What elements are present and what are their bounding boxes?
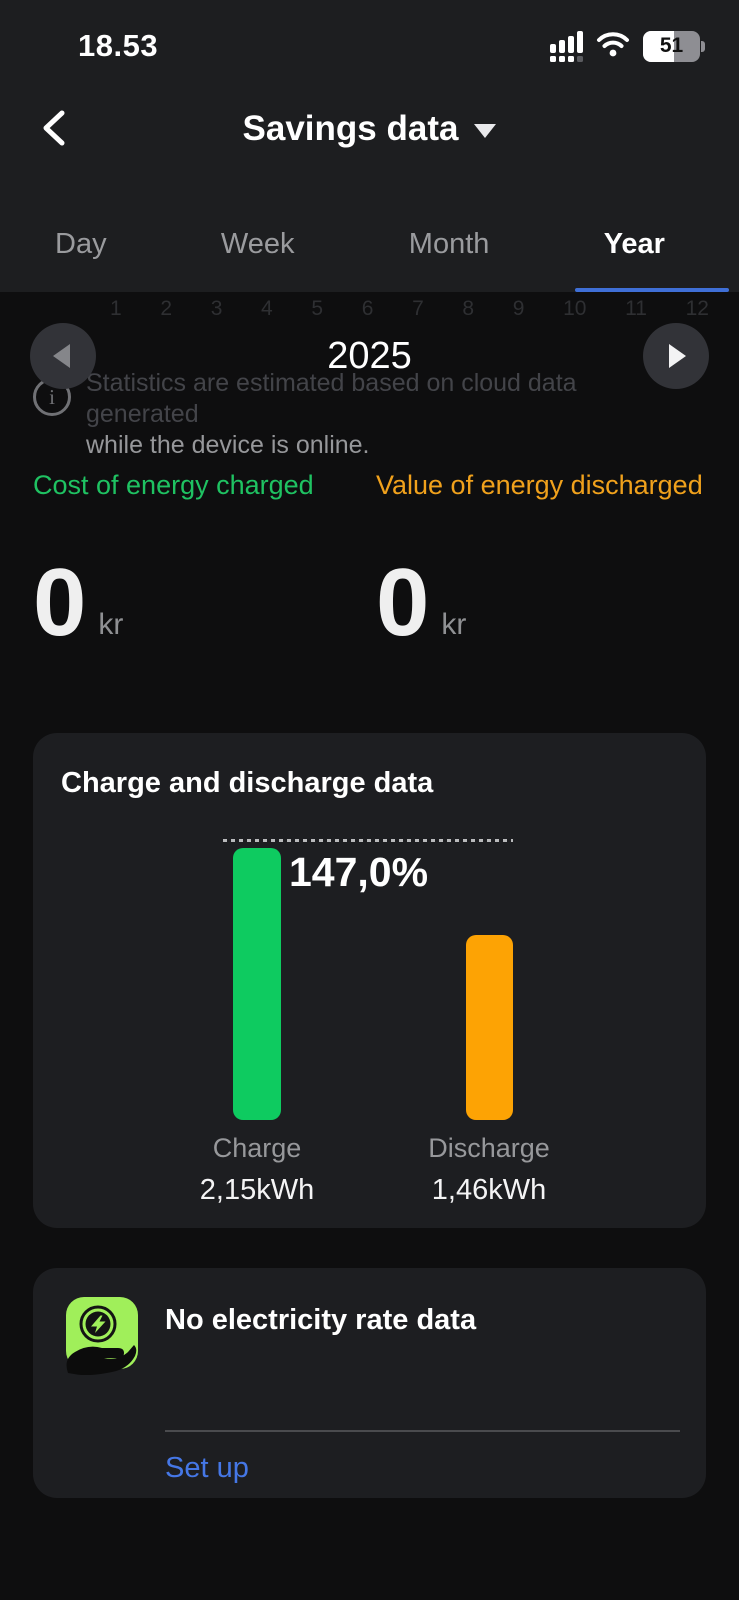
set-up-link[interactable]: Set up (165, 1452, 249, 1484)
stats-section: Cost of energy charged 0 kr Value of ene… (33, 468, 719, 656)
divider (165, 1430, 680, 1432)
year-label[interactable]: 2025 (327, 334, 412, 377)
header: Savings data (0, 98, 739, 160)
info-note-line1: Statistics are estimated based on cloud … (86, 369, 577, 428)
triangle-left-icon (52, 344, 70, 368)
chart-card-title: Charge and discharge data (61, 767, 434, 799)
rate-card-title: No electricity rate data (165, 1304, 477, 1336)
clock: 18.53 (78, 28, 159, 63)
discharge-bar[interactable] (466, 935, 513, 1120)
wifi-icon (596, 31, 630, 62)
tab-week[interactable]: Week (220, 228, 295, 260)
discharge-bar-label: Discharge (428, 1133, 550, 1163)
stat-value-discharged-col: Value of energy discharged 0 kr (376, 468, 719, 656)
page-title[interactable]: Savings data (242, 109, 459, 148)
battery-icon: 51 (643, 30, 705, 62)
back-button[interactable] (30, 104, 78, 152)
max-reference-line (223, 839, 513, 842)
charge-bar[interactable] (233, 848, 281, 1120)
tab-year[interactable]: Year (603, 228, 665, 260)
tab-month[interactable]: Month (408, 228, 490, 260)
discharge-bar-value: 1,46kWh (431, 1174, 547, 1206)
cellular-bars (550, 30, 583, 53)
status-bar: 18.53 51 (78, 26, 705, 66)
percent-annotation: 147,0% (289, 849, 429, 895)
cellular-dots (550, 55, 583, 62)
tab-bar: Day Week Month Year (0, 214, 739, 292)
charge-discharge-card: Charge and discharge data 147,0% Charge … (33, 733, 706, 1228)
bar-chart (33, 844, 706, 1120)
stat-value-charged: 0 (33, 549, 87, 656)
next-year-button[interactable] (642, 323, 709, 389)
triangle-right-icon (669, 344, 687, 368)
charge-bar-value: 2,15kWh (199, 1174, 315, 1206)
chevron-down-icon[interactable] (474, 124, 497, 138)
stat-value-discharged: 0 (376, 549, 430, 656)
info-note: i Statistics are estimated based on clou… (33, 368, 693, 461)
stat-label-charged: Cost of energy charged (33, 470, 314, 500)
cellular-signal-icon (550, 30, 583, 62)
active-tab-indicator (575, 288, 729, 292)
chevron-left-icon (43, 110, 65, 146)
battery-percent: 51 (659, 34, 684, 57)
info-note-line2: while the device is online. (86, 431, 370, 459)
hand-holding-energy-icon (62, 1297, 138, 1376)
previous-year-button[interactable] (30, 323, 96, 389)
tab-day[interactable]: Day (55, 228, 107, 260)
year-navigation: 2025 (0, 320, 739, 392)
stat-cost-charged: Cost of energy charged 0 kr (33, 468, 376, 656)
status-icons: 51 (550, 30, 705, 62)
charge-bar-label: Charge (212, 1133, 302, 1163)
stat-unit-discharged: kr (441, 608, 467, 641)
stat-unit-charged: kr (98, 608, 124, 641)
top-section: 18.53 51 (0, 0, 739, 292)
electricity-rate-card: No electricity rate data Set up (33, 1268, 706, 1498)
stat-label-discharged: Value of energy discharged (376, 470, 703, 500)
